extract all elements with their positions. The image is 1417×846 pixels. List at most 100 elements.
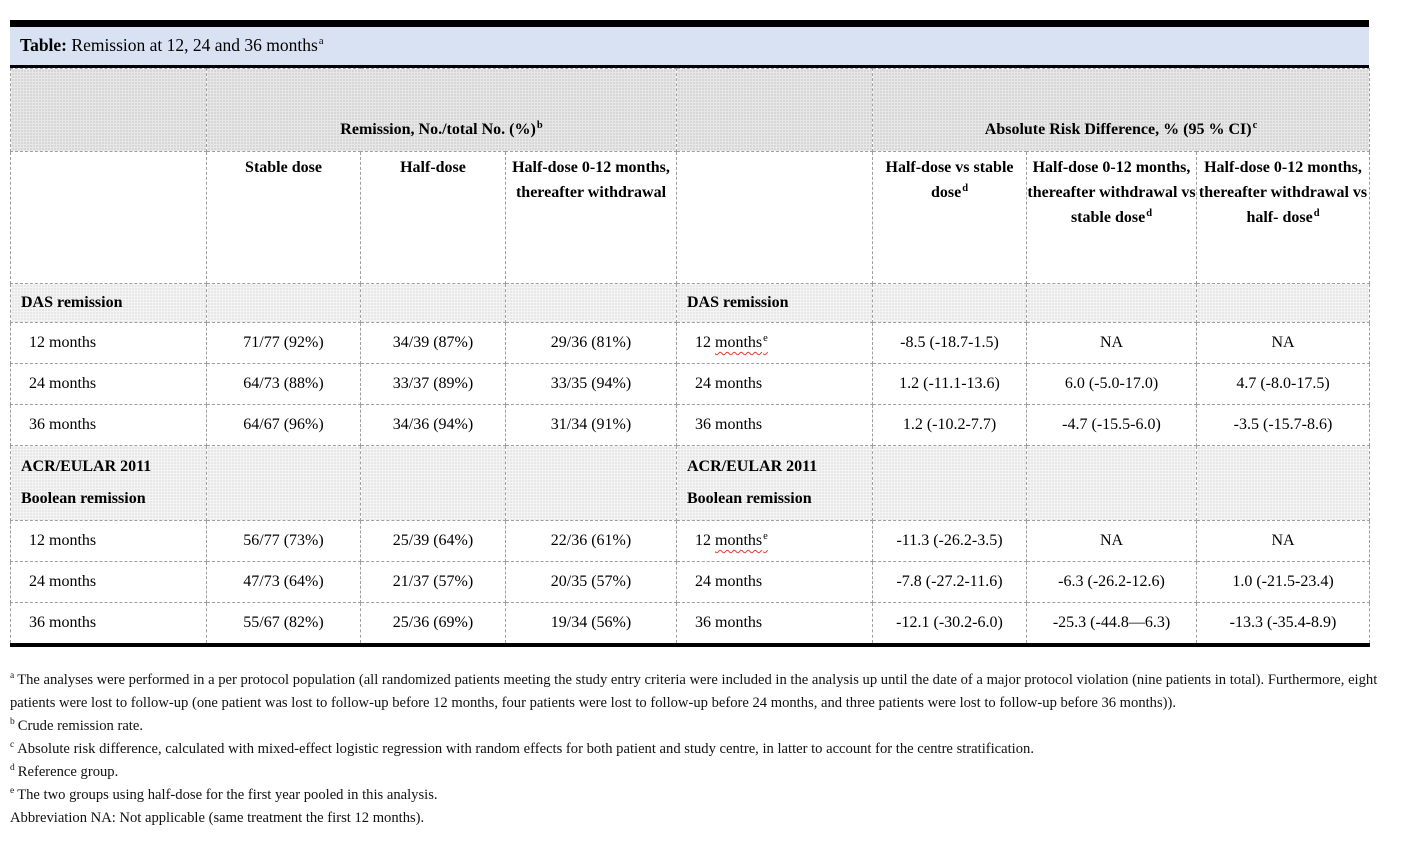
empty-cell [1196,445,1370,521]
footnote-text: The two groups using half-dose for the f… [17,787,438,803]
row-label: 36 months [676,404,873,446]
col-header-stable-dose: Stable dose [206,151,361,284]
value-cell: NA [1026,520,1197,562]
row-label: 12 months [10,520,207,562]
value-cell: 31/34 (91%) [505,404,677,446]
row-label: 24 months [676,363,873,405]
section-label-line1: ACR/EULAR 2011 [687,458,818,475]
value-cell: 19/34 (56%) [505,602,677,646]
col-header-label: Stable dose [245,159,322,176]
value-cell: 20/35 (57%) [505,561,677,603]
table-title-label: Table: [20,35,68,55]
value-cell: 71/77 (92%) [206,322,361,364]
footnote-mark-c: c [1252,119,1258,131]
value-cell: NA [1196,520,1370,562]
footnote-b: b Crude remission rate. [10,715,1409,738]
value-cell: -25.3 (-44.8—6.3) [1026,602,1197,646]
column-header-row: Stable dose Half-dose Half-dose 0-12 mon… [10,151,1370,284]
value-cell: 47/73 (64%) [206,561,361,603]
footnote-mark: c [10,740,15,751]
value-cell: 25/39 (64%) [360,520,506,562]
footnote-mark-d: d [962,182,969,194]
row-label: 12 monthse [676,520,873,562]
section-row-acr-eular: ACR/EULAR 2011 Boolean remission ACR/EUL… [10,445,1370,521]
footnote-text: Reference group. [17,764,119,780]
value-cell: 34/39 (87%) [360,322,506,364]
col-header-label: Half-dose 0-12 months, thereafter withdr… [512,159,670,201]
value-cell: 25/36 (69%) [360,602,506,646]
row-label: 12 months [10,322,207,364]
empty-cell [676,68,873,152]
value-cell: 1.0 (-21.5-23.4) [1196,561,1370,603]
empty-cell [505,445,677,521]
table-footnotes: a The analyses were performed in a per pr… [10,669,1409,830]
value-cell: 64/73 (88%) [206,363,361,405]
col-header-label: Half-dose 0-12 months, thereafter withdr… [1198,159,1368,226]
section-label: ACR/EULAR 2011 Boolean remission [10,445,207,521]
footnote-text: Abbreviation NA: Not applicable (same tr… [10,810,425,826]
group-header-risk-label: Absolute Risk Difference, % (95 % CI) [984,121,1252,138]
value-cell: 33/35 (94%) [505,363,677,405]
row-label-word: months [715,334,763,351]
footnote-mark-e: e [763,530,768,542]
results-table: Table: Remission at 12, 24 and 36 months… [10,20,1370,647]
footnote-text: The analyses were performed in a per pro… [10,672,1378,711]
row-label: 24 months [676,561,873,603]
empty-cell [1026,445,1197,521]
group-header-remission-label: Remission, No./total No. (%) [340,121,536,138]
section-label: DAS remission [10,283,207,323]
footnote-mark: e [10,786,15,797]
footnote-mark-e: e [763,332,768,344]
group-header-row: Remission, No./total No. (%)b Absolute R… [10,68,1370,152]
row-label-prefix: 12 [695,334,715,351]
value-cell: -3.5 (-15.7-8.6) [1196,404,1370,446]
section-label-line2: Boolean remission [687,490,812,507]
value-cell: 6.0 (-5.0-17.0) [1026,363,1197,405]
table-row-acr-24m: 24 months 47/73 (64%) 21/37 (57%) 20/35 … [10,561,1370,603]
value-cell: -8.5 (-18.7-1.5) [872,322,1027,364]
footnote-e: e The two groups using half-dose for the … [10,784,1409,807]
value-cell: 4.7 (-8.0-17.5) [1196,363,1370,405]
empty-cell [1026,283,1197,323]
value-cell: 22/36 (61%) [505,520,677,562]
section-label: ACR/EULAR 2011 Boolean remission [676,445,873,521]
empty-cell [360,283,506,323]
value-cell: NA [1196,322,1370,364]
col-header-half-vs-stable: Half-dose vs stable dosed [872,151,1027,284]
row-label: 36 months [676,602,873,646]
value-cell: 56/77 (73%) [206,520,361,562]
col-header-withdrawal-vs-half: Half-dose 0-12 months, thereafter withdr… [1196,151,1370,284]
row-label: 36 months [10,404,207,446]
value-cell: -6.3 (-26.2-12.6) [1026,561,1197,603]
table-row-acr-36m: 36 months 55/67 (82%) 25/36 (69%) 19/34 … [10,602,1370,646]
row-label: 12 monthse [676,322,873,364]
empty-cell [360,445,506,521]
value-cell: -12.1 (-30.2-6.0) [872,602,1027,646]
empty-cell [1196,283,1370,323]
empty-cell [206,445,361,521]
table-row-acr-12m: 12 months 56/77 (73%) 25/39 (64%) 22/36 … [10,520,1370,562]
section-row-das: DAS remission DAS remission [10,283,1370,323]
value-cell: -4.7 (-15.5-6.0) [1026,404,1197,446]
group-header-remission: Remission, No./total No. (%)b [206,68,677,152]
row-label: 36 months [10,602,207,646]
value-cell: 29/36 (81%) [505,322,677,364]
empty-cell [10,68,207,152]
value-cell: -13.3 (-35.4-8.9) [1196,602,1370,646]
col-header-half-dose-withdrawal: Half-dose 0-12 months, thereafter withdr… [505,151,677,284]
empty-cell [505,283,677,323]
value-cell: 64/67 (96%) [206,404,361,446]
table-title-text: Remission at 12, 24 and 36 months [67,35,318,55]
footnote-mark-b: b [536,119,543,131]
footnote-mark-d: d [1146,207,1153,219]
table-row-das-12m: 12 months 71/77 (92%) 34/39 (87%) 29/36 … [10,322,1370,364]
misspelled-word: monthse [715,530,768,549]
col-header-half-dose: Half-dose [360,151,506,284]
value-cell: -11.3 (-26.2-3.5) [872,520,1027,562]
col-header-withdrawal-vs-stable: Half-dose 0-12 months, thereafter withdr… [1026,151,1197,284]
value-cell: -7.8 (-27.2-11.6) [872,561,1027,603]
footnote-text: Absolute risk difference, calculated wit… [17,741,1034,757]
value-cell: 1.2 (-10.2-7.7) [872,404,1027,446]
empty-cell [10,151,207,284]
empty-cell [206,283,361,323]
